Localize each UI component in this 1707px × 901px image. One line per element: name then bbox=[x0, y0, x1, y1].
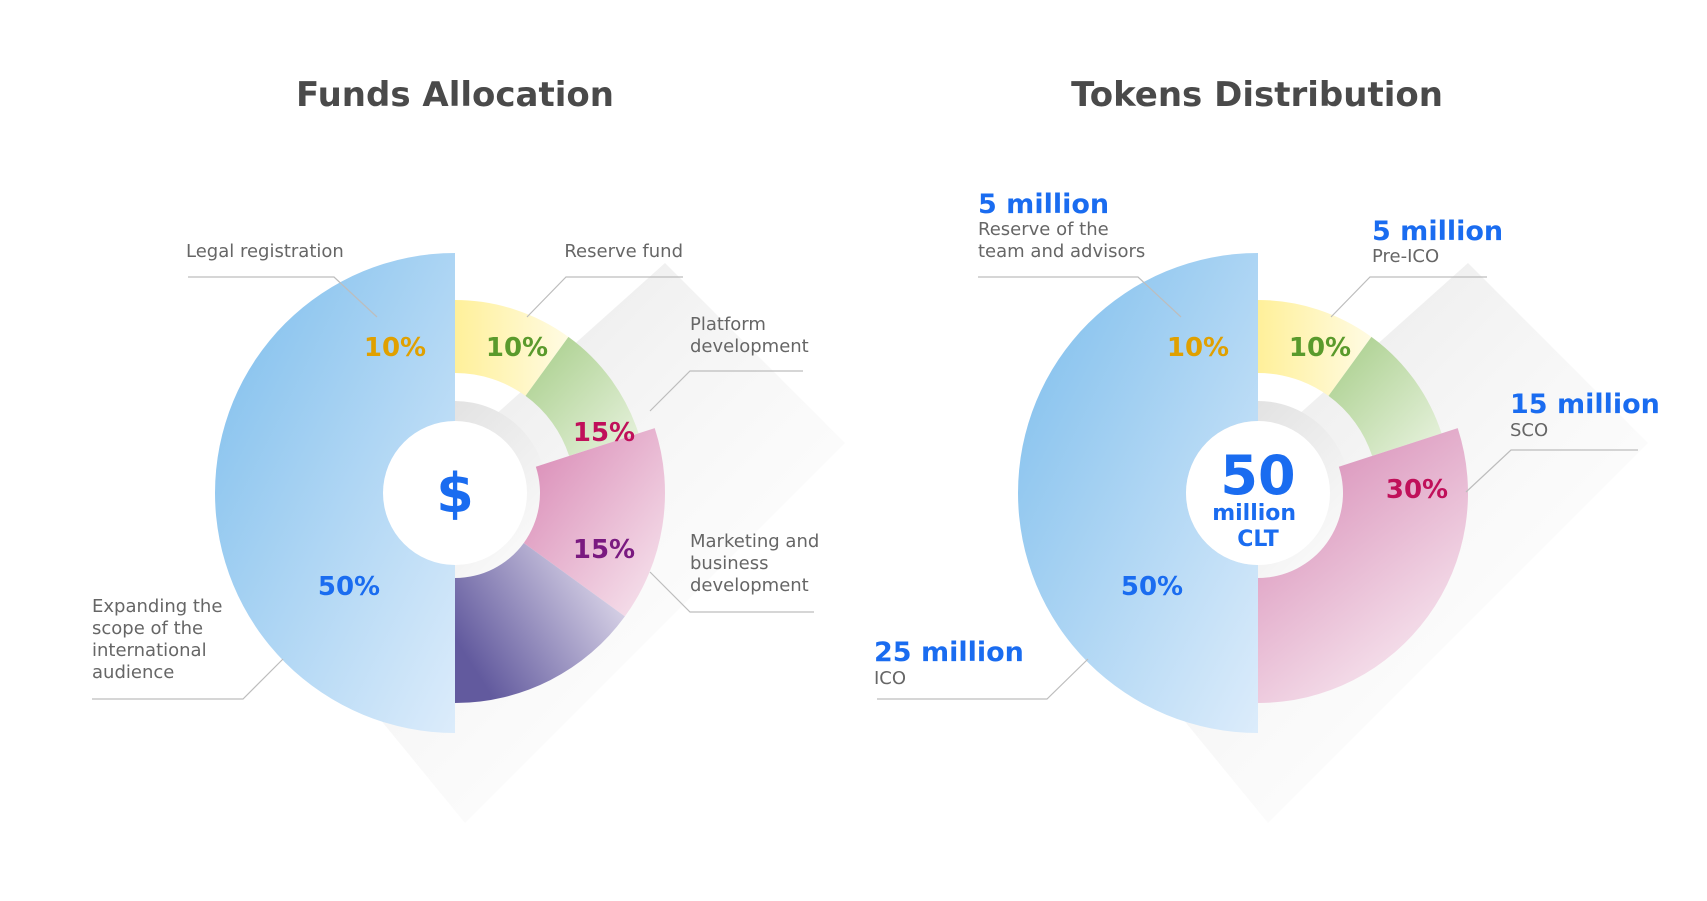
pie-slice-3 bbox=[1258, 428, 1469, 703]
category-label-ico: ICO bbox=[874, 668, 906, 689]
pie-slice-2 bbox=[525, 336, 639, 456]
center-symbol: $ bbox=[436, 462, 474, 525]
leader-line-ico bbox=[877, 658, 1089, 700]
leader-line-legal bbox=[188, 276, 378, 318]
chart-title: Funds Allocation bbox=[296, 75, 614, 115]
donut-center bbox=[383, 421, 527, 565]
category-label-marketing: Marketing and business development bbox=[690, 531, 825, 596]
leader-line-reserve-team bbox=[978, 276, 1182, 318]
slice-value-label: 15% bbox=[573, 535, 635, 565]
slice-value-label: 50% bbox=[1121, 572, 1183, 602]
pie-slices bbox=[215, 253, 845, 823]
category-label-expanding-scope: Expanding the scope of the international… bbox=[92, 596, 228, 683]
leader-lines bbox=[877, 276, 1638, 700]
pie-slice-5 bbox=[215, 253, 455, 733]
slice-value-label: 10% bbox=[364, 333, 426, 363]
leader-lines bbox=[92, 276, 814, 700]
category-label-reserve-fund: Reserve fund bbox=[564, 241, 683, 262]
tokens-distribution-chart: Tokens Distribution 10% 10% 30% 50% 50 m… bbox=[874, 75, 1660, 823]
leader-line-expanding bbox=[92, 658, 284, 700]
slice-value-label: 10% bbox=[1167, 333, 1229, 363]
amount-label: 25 million bbox=[874, 637, 1024, 668]
slice-value-label: 15% bbox=[573, 418, 635, 448]
category-label-legal-registration: Legal registration bbox=[186, 241, 344, 262]
pie-slice-3 bbox=[523, 428, 665, 617]
pie-slice-2 bbox=[1328, 336, 1442, 456]
slice-value-label: 10% bbox=[1289, 333, 1351, 363]
amount-label: 15 million bbox=[1510, 389, 1660, 420]
pie-slices bbox=[1018, 253, 1648, 823]
pie-slice-4 bbox=[1018, 253, 1258, 733]
leader-line-platform bbox=[649, 370, 803, 412]
chart-title: Tokens Distribution bbox=[1071, 75, 1443, 115]
leader-line-reserve bbox=[526, 276, 683, 318]
pie-slice-1 bbox=[1258, 300, 1372, 396]
slice-value-label: 10% bbox=[486, 333, 548, 363]
amount-label: 5 million bbox=[1372, 216, 1503, 247]
category-label-sco: SCO bbox=[1510, 420, 1548, 441]
center-unit: million CLT bbox=[1212, 501, 1304, 552]
slice-value-label: 50% bbox=[318, 572, 380, 602]
leader-line-sco bbox=[1465, 449, 1638, 493]
category-label-reserve-team: Reserve of the team and advisors bbox=[978, 219, 1145, 262]
slice-value-label: 30% bbox=[1386, 475, 1448, 505]
category-label-pre-ico: Pre-ICO bbox=[1372, 246, 1439, 267]
center-value: 50 bbox=[1220, 444, 1295, 507]
funds-allocation-chart: Funds Allocation 10% 10% 15% 15% 50% $ L… bbox=[92, 75, 845, 823]
category-label-platform-development: Platform development bbox=[690, 314, 809, 357]
pie-slice-4 bbox=[455, 542, 625, 703]
pie-slice-1 bbox=[455, 300, 569, 396]
amount-label: 5 million bbox=[978, 189, 1109, 220]
leader-line-pre-ico bbox=[1330, 276, 1487, 318]
leader-line-marketing bbox=[649, 571, 814, 613]
donut-center bbox=[1186, 421, 1330, 565]
